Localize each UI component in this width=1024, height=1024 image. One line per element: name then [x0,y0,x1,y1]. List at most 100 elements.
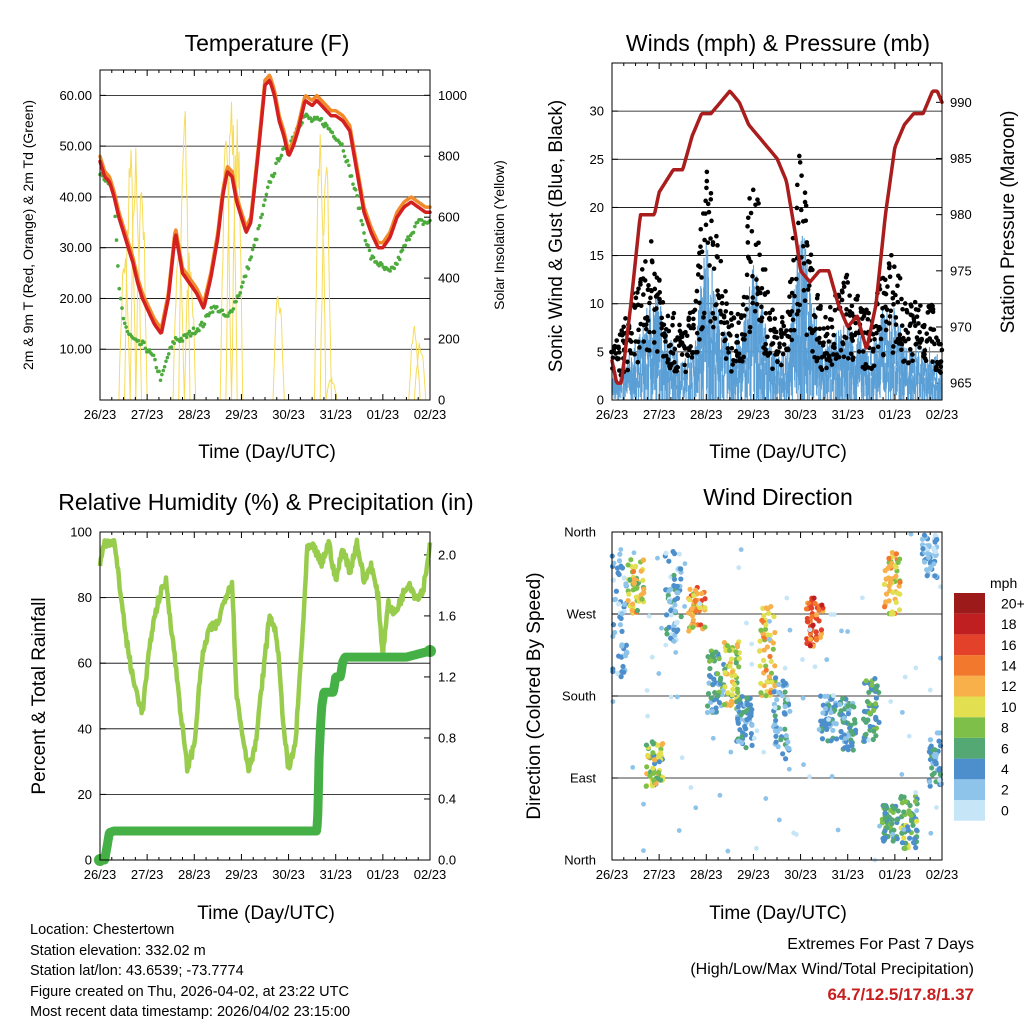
direction-point [708,695,714,701]
gust-point [789,337,795,343]
dewpoint-point [353,187,358,192]
direction-point [804,636,810,642]
gust-point [736,351,742,357]
direction-point [725,848,731,854]
direction-point [787,627,793,633]
direction-point [774,697,780,703]
direction-point [886,598,892,604]
gust-point [829,324,835,330]
gust-point [646,283,651,288]
dewpoint-point [153,357,157,362]
dewpoint-point [349,174,354,178]
gust-point [860,349,866,354]
dewpoint-point [419,218,424,222]
direction-point [893,573,899,579]
gust-point [824,365,829,371]
direction-point [899,772,905,777]
direction-point [838,734,845,740]
gust-point [712,316,718,321]
direction-point [823,705,829,712]
gust-point [684,352,690,357]
gust-point [724,320,730,325]
gust-point [723,356,729,361]
direction-point [772,705,778,711]
direction-point [657,750,664,756]
dewpoint-point [359,218,364,223]
direction-point [614,565,621,571]
direction-point [763,663,769,669]
gust-point [911,319,917,324]
direction-point [929,765,935,771]
direction-point [781,682,787,688]
direction-point [758,627,764,633]
direction-point [631,550,637,556]
direction-point [873,695,879,701]
gust-point [670,322,675,328]
legend-label: 16 [1001,637,1017,653]
direction-point [736,664,742,670]
direction-point [929,772,935,778]
direction-point [640,577,646,583]
gust-point [748,259,753,264]
solar-insolation-line [325,377,338,401]
gust-point [906,336,911,342]
direction-point [761,647,767,653]
direction-point [767,618,772,624]
winds-ytick-label: 30 [590,104,604,119]
gust-point [918,303,923,308]
gust-point [756,240,761,246]
direction-point [674,583,680,589]
gust-point [840,341,846,347]
direction-point [845,629,851,634]
gust-point [897,332,903,337]
direction-point [659,742,665,748]
direction-point [776,817,782,823]
winds-ylabel-left: Sonic Wind & Gust (Blue, Black) [546,100,567,372]
direction-point [734,642,740,648]
direction-point [686,597,692,603]
gust-point [632,352,637,357]
direction-point [625,598,631,604]
direction-point [610,666,616,672]
gust-point [821,340,826,345]
gust-point [636,327,641,333]
dewpoint-point [169,345,174,349]
dewpoint-point [263,198,267,202]
direction-point [615,670,621,677]
gust-point [623,316,628,321]
direction-xtick-label: 01/23 [879,867,912,882]
gust-point [884,307,890,312]
direction-point [617,551,623,557]
gust-point [922,352,927,357]
gust-point [819,367,825,373]
gust-point [875,344,881,350]
gust-point [691,322,696,328]
gust-point [701,315,706,320]
direction-point [716,699,723,706]
direction-point [731,681,737,688]
temperature-ylabel-right: Solar Insolation (Yellow) [491,160,507,310]
direction-point [937,777,942,783]
dewpoint-point [143,346,148,351]
direction-point [697,604,703,611]
direction-point [737,727,743,733]
direction-point [784,595,790,601]
direction-point [657,777,664,783]
direction-point [800,695,806,701]
direction-point [852,727,859,733]
direction-point [687,586,693,592]
gust-point [854,297,860,302]
direction-point [932,549,938,555]
direction-point [619,611,625,617]
gust-point [642,278,648,283]
gust-point [648,295,653,301]
winds-ytick-label: 10 [590,296,604,311]
gust-point [853,320,858,326]
direction-point [654,742,660,748]
gust-point [645,318,651,323]
gust-point [897,275,903,281]
temperature-plot-area: 10.00 20.00 30.00 40.00 50.00 60.00 0 200 400 600… [59,69,467,422]
gust-point [715,255,720,260]
gust-point [887,314,893,319]
direction-point [693,805,699,811]
